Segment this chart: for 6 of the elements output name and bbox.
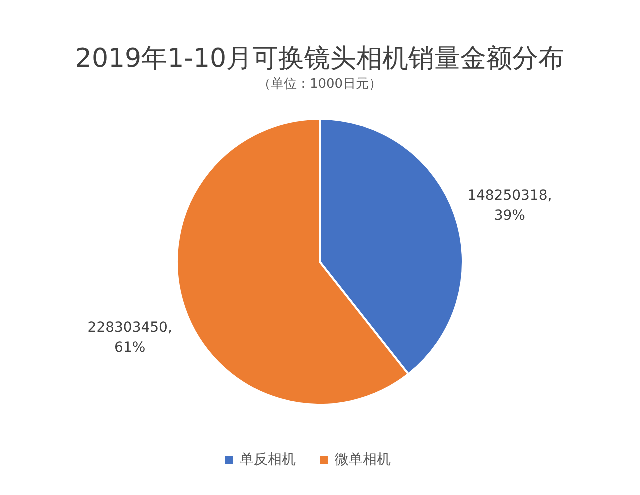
data-label: 228303450, 61% [88,320,172,356]
data-label: 148250318, 39% [468,188,552,224]
legend-label: 单反相机 [240,452,296,468]
chart-subtitle: （单位：1000日元） [258,77,382,92]
chart-title: 2019年1-10月可换镜头相机销量金额分布 [75,44,565,74]
legend-label: 微单相机 [335,452,391,468]
